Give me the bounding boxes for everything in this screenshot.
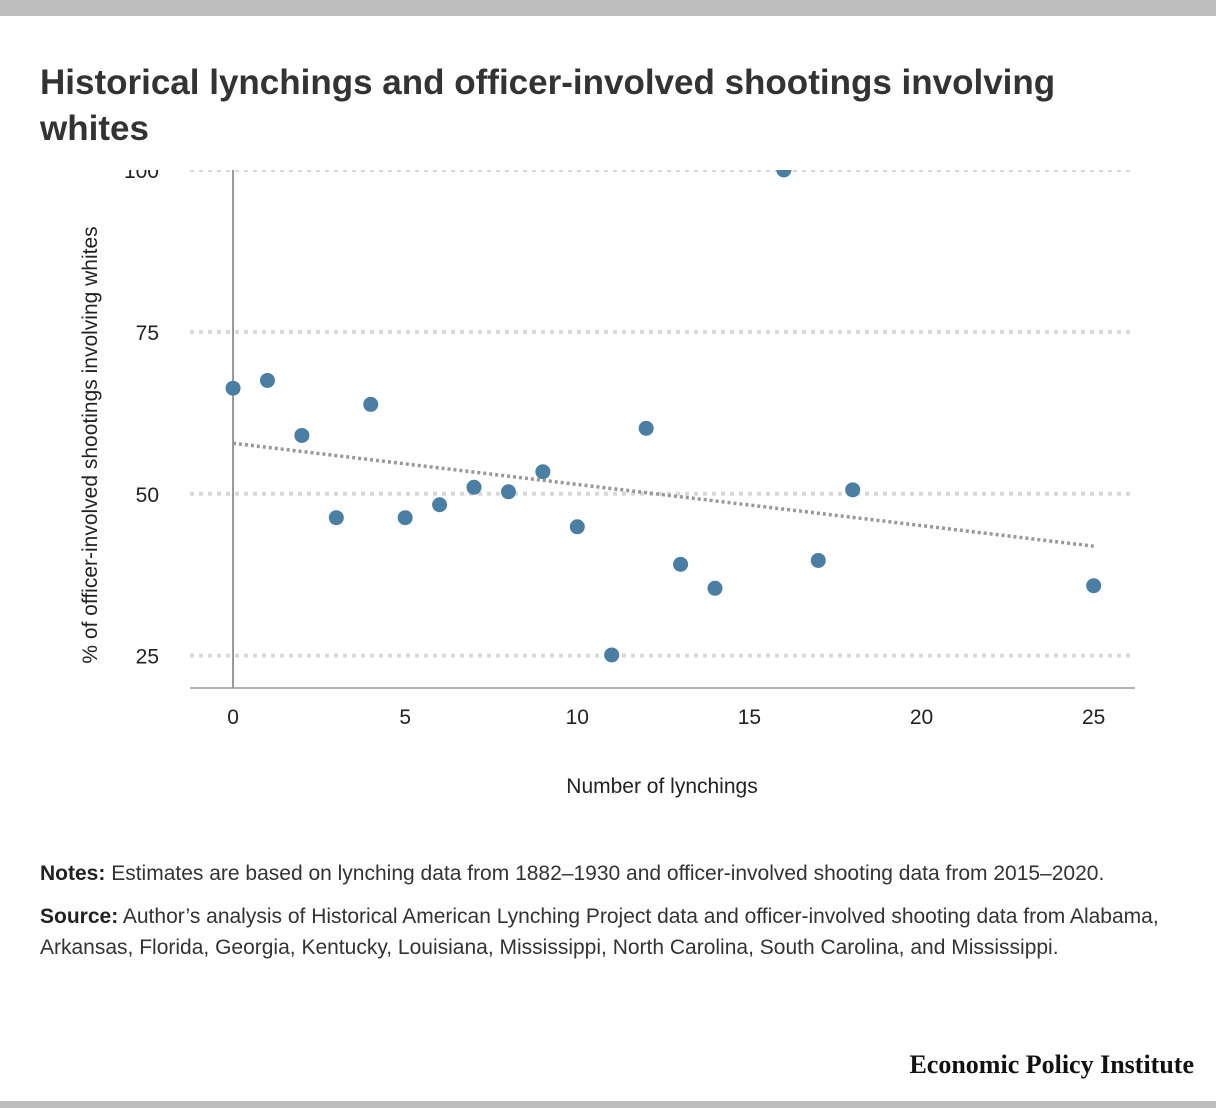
y-tick-label-100: 100 <box>124 170 159 183</box>
x-tick-label-10: 10 <box>566 706 589 729</box>
x-tick-label-5: 5 <box>399 706 411 729</box>
data-point <box>294 427 310 443</box>
top-border <box>0 0 1216 16</box>
trend-line <box>232 441 1094 548</box>
data-point <box>432 497 448 513</box>
brand-logo-text: Economic Policy Institute <box>909 1050 1194 1079</box>
data-point <box>500 484 516 500</box>
grid-lines <box>190 170 1135 658</box>
x-tick-label-0: 0 <box>227 706 239 729</box>
data-point <box>776 170 792 178</box>
data-point <box>259 372 275 388</box>
chart-notes: Notes: Estimates are based on lynching d… <box>40 858 1180 975</box>
x-tick-label-25: 25 <box>1082 706 1105 729</box>
y-tick-label-25: 25 <box>136 646 159 669</box>
notes-paragraph: Notes: Estimates are based on lynching d… <box>40 858 1180 889</box>
data-points <box>225 170 1102 663</box>
y-tick-label-75: 75 <box>136 322 159 345</box>
data-point <box>673 556 689 572</box>
source-paragraph: Source: Author’s analysis of Historical … <box>40 901 1180 963</box>
x-tick-label-15: 15 <box>738 706 761 729</box>
data-point <box>225 380 241 396</box>
data-point <box>466 479 482 495</box>
tick-labels: 25 50 75 100 0 5 10 15 20 25 <box>124 170 1105 729</box>
source-text: Author’s analysis of Historical American… <box>40 905 1159 959</box>
source-label: Source: <box>40 905 119 928</box>
y-tick-label-50: 50 <box>136 484 159 507</box>
data-point <box>810 552 826 568</box>
data-point <box>569 519 585 535</box>
chart-title: Historical lynchings and officer-involve… <box>40 63 1056 148</box>
data-point <box>397 510 413 526</box>
data-point <box>845 482 861 498</box>
notes-label: Notes: <box>40 862 106 885</box>
data-point <box>604 647 620 663</box>
axes <box>190 170 1135 689</box>
data-point <box>638 420 654 436</box>
data-point <box>328 510 344 526</box>
data-point <box>1086 578 1102 594</box>
data-point <box>535 464 551 480</box>
bottom-border <box>0 1101 1216 1108</box>
y-axis-label: % of officer-involved shootings involvin… <box>79 226 102 663</box>
x-axis-label: Number of lynchings <box>566 775 757 798</box>
notes-text: Estimates are based on lynching data fro… <box>111 862 1105 885</box>
data-point <box>707 580 723 596</box>
trend-line-group <box>232 441 1094 548</box>
data-point <box>363 396 379 412</box>
x-tick-label-20: 20 <box>910 706 933 729</box>
